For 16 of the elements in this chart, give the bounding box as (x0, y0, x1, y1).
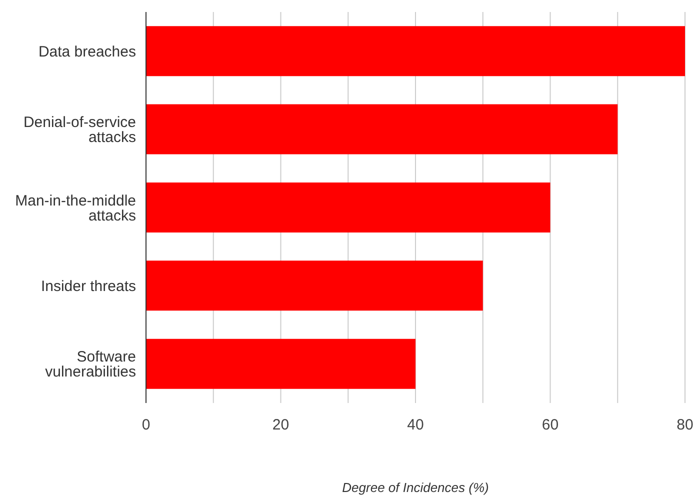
x-tick-label: 60 (542, 416, 559, 434)
x-tick-label: 0 (142, 416, 150, 434)
bar (146, 104, 618, 154)
bar (146, 260, 483, 311)
bar (146, 338, 416, 389)
x-tick-label: 40 (407, 416, 424, 434)
y-tick-label: Software vulnerabilities (45, 348, 136, 381)
bar (146, 182, 550, 232)
y-tick-label: Denial-of-service attacks (23, 114, 136, 146)
bar (146, 26, 685, 76)
x-axis-title: Degree of Incidences (%) (342, 480, 489, 495)
y-tick-label: Data breaches (38, 43, 136, 60)
y-tick-label: Insider threats (40, 278, 136, 296)
x-tick-label: 80 (676, 416, 694, 434)
x-tick-label: 20 (272, 416, 290, 434)
y-tick-label: Man-in-the-middle attacks (15, 192, 136, 224)
